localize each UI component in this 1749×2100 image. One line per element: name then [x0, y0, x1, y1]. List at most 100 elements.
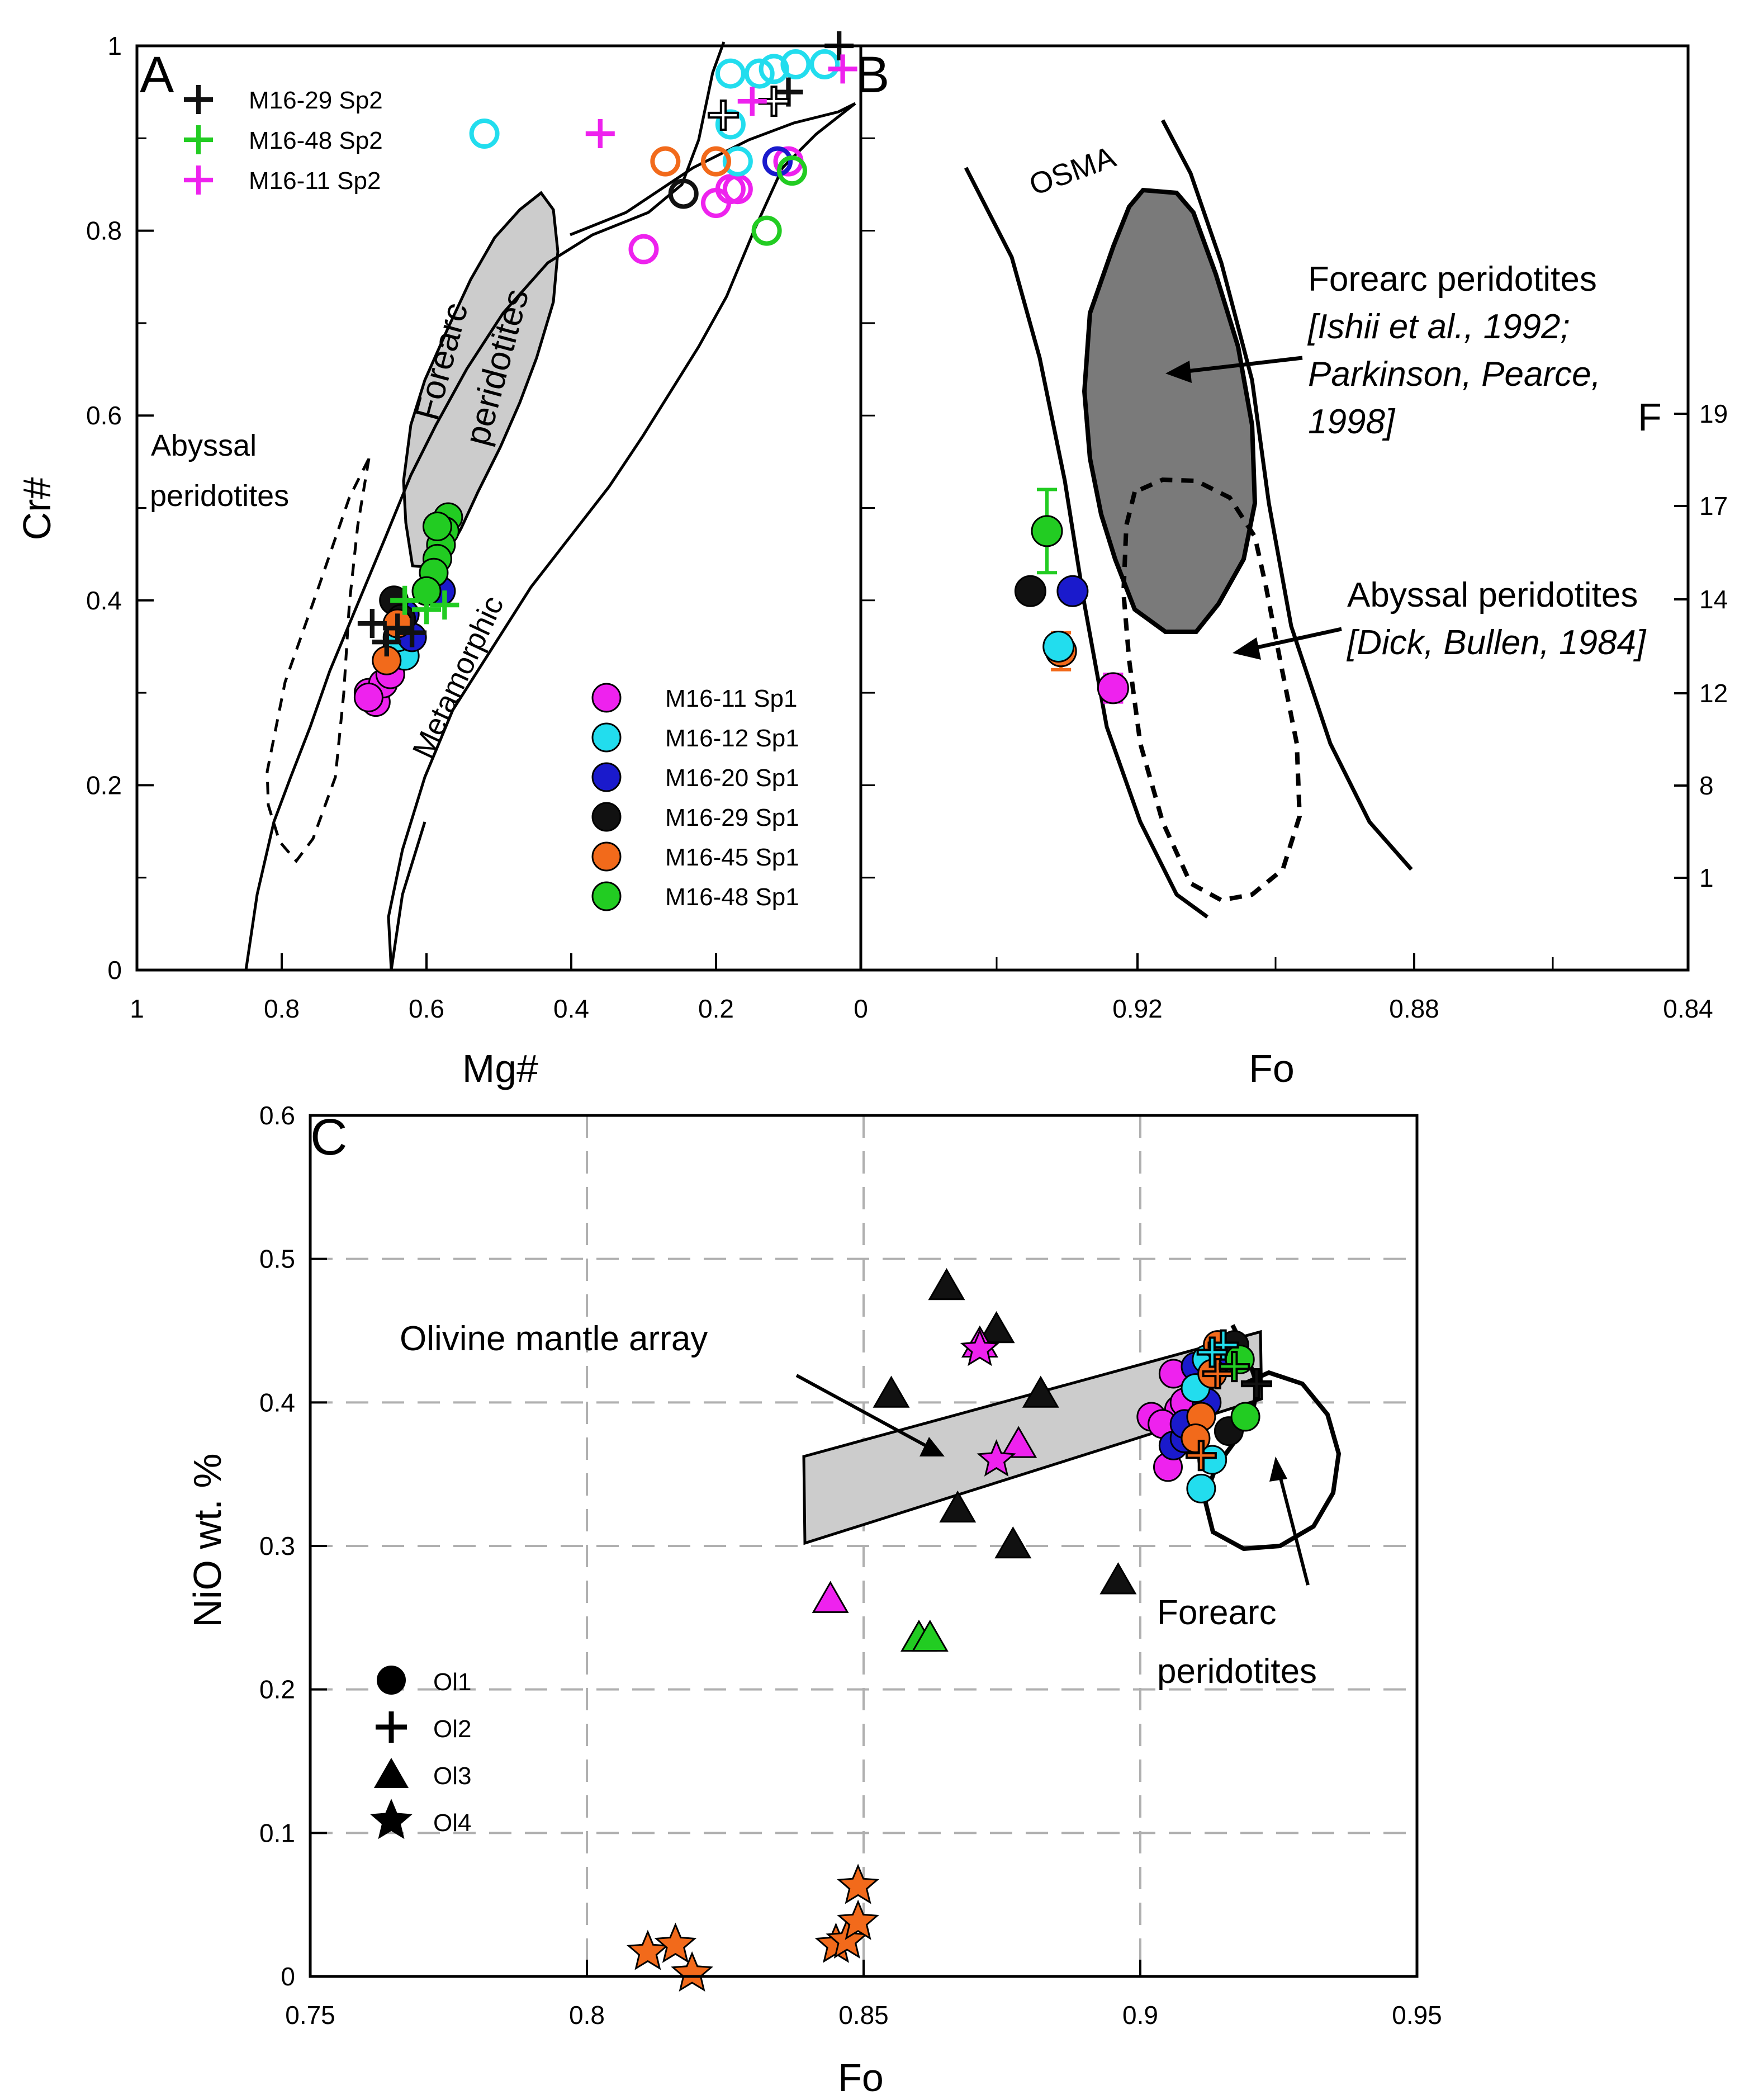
- panel-b-abyssal-annotation-1: Abyssal peridotites: [1347, 576, 1638, 614]
- panel-c-x-tick-label: 0.9: [1122, 2000, 1158, 2030]
- panel-a-legend-sp2-marker: [184, 125, 213, 154]
- panel-a-field-boundary-right: [387, 102, 856, 971]
- panel-a-sp1-open-point: [809, 49, 840, 80]
- panel-a-x-tick-label: 0: [854, 994, 868, 1023]
- panel-a-forearc-field: [402, 191, 560, 569]
- panel-c-legend-marker: [373, 1757, 409, 1788]
- panel-b-forearc-annotation-3: Parkinson, Pearce,: [1308, 355, 1601, 394]
- panel-c-y-axis-label: NiO wt. %: [186, 1453, 229, 1627]
- panel-a: 1 0.8 0.6 0.4 0.2 000.20.40.60.81 Forearc per…: [15, 31, 868, 1090]
- panel-b-right-tick-label: 1: [1699, 863, 1714, 892]
- panel-b-abyssal-arrow: [1252, 627, 1342, 651]
- panel-c: 0.75 0.8 0.85 0.9 0.95 0 0.1 0.2 0.3 0.4 0.5 0.6 Ol…: [186, 1101, 1442, 2099]
- panel-c-forearc-annotation-2: peridotites: [1157, 1652, 1317, 1691]
- panel-c-ol1-point: [1186, 1473, 1216, 1503]
- panel-b-forearc-arrowhead: [1165, 361, 1192, 383]
- panel-c-ol3-point: [873, 1375, 910, 1408]
- panel-b-forearc-annotation-1: Forearc peridotites: [1308, 260, 1597, 299]
- panel-c-array-arrow: [795, 1374, 926, 1447]
- panel-c-ol2-point: [1202, 1358, 1234, 1389]
- panel-c-forearc-arrowhead: [1269, 1456, 1287, 1482]
- panel-a-y-tick-label: 0.4: [86, 586, 122, 615]
- panel-a-sp2-cross: [430, 590, 459, 620]
- panel-b-forearc-annotation-4: 1998]: [1308, 403, 1396, 441]
- panel-a-sp1-open-point: [701, 146, 731, 177]
- panel-a-sp1-open-point: [668, 178, 699, 209]
- panel-b-point: [1042, 630, 1075, 663]
- panel-a-y-tick-label: 0.8: [86, 216, 122, 245]
- panel-a-legend-sp1-label: M16-20 Sp1: [665, 764, 799, 792]
- panel-c-ol2-point: [1240, 1368, 1272, 1399]
- panel-c-ol1-point: [1181, 1423, 1211, 1453]
- panel-a-sp1-open-point: [628, 234, 659, 264]
- panel-c-label: C: [310, 1109, 347, 1166]
- panel-a-sp1-open-point: [744, 58, 775, 89]
- panel-c-legend-marker: [376, 1711, 407, 1743]
- panel-c-ol3-point: [994, 1526, 1032, 1559]
- panel-c-ol4-point: [837, 1863, 880, 1904]
- panel-a-points: [353, 31, 857, 717]
- panel-b-x-tick-label: 0.88: [1389, 994, 1439, 1023]
- panel-a-metamorphic-boundary: [390, 821, 426, 971]
- panel-c-legend-label: Ol3: [433, 1762, 471, 1790]
- panel-a-sp2-cross: [707, 99, 739, 131]
- panel-b: 0.92 0.88 0.84 1 8 12 14 17 19 OSMA Forearc peri…: [855, 44, 1728, 1090]
- panel-a-x-tick-label: 0.8: [264, 994, 300, 1023]
- panel-c-ol4-point: [626, 1929, 669, 1970]
- panel-a-sp2-cross: [774, 77, 803, 107]
- panel-a-label: A: [140, 46, 174, 103]
- panel-a-x-tick-label: 0.2: [698, 994, 734, 1023]
- panel-a-legend-sp2: M16-29 Sp2 M16-48 Sp2 M16-11 Sp2: [184, 85, 383, 195]
- panel-a-sp2-cross: [412, 595, 442, 625]
- panel-a-legend-sp2-label: M16-48 Sp2: [249, 127, 383, 154]
- panel-a-y-tick-label: 0: [107, 956, 122, 985]
- panel-c-axes: 0.75 0.8 0.85 0.9 0.95 0 0.1 0.2 0.3 0.4 0.5 0.6: [259, 1101, 1442, 2030]
- panel-a-legend-sp1-label: M16-12 Sp1: [665, 725, 799, 752]
- panel-c-forearc-arrow: [1278, 1475, 1310, 1586]
- panel-c-forearc-annotation-1: Forearc: [1157, 1593, 1277, 1632]
- panel-a-sp2-cross: [390, 585, 420, 615]
- panel-a-legend-sp2-marker: [184, 85, 213, 114]
- panel-a-legend-sp1-label: M16-45 Sp1: [665, 844, 799, 871]
- panel-a-sp2-cross: [383, 613, 413, 643]
- panel-a-sp1-open-point: [469, 119, 500, 149]
- panel-a-field-boundary-left: [244, 41, 726, 971]
- panel-b-right-tick-label: 12: [1699, 679, 1728, 708]
- panel-a-legend-sp1-marker: [591, 841, 622, 872]
- panel-b-frame: [859, 44, 1690, 972]
- panel-b-osma-right: [1160, 119, 1413, 871]
- panel-c-y-tick-label: 0.3: [259, 1531, 295, 1560]
- panel-a-legend-sp1-marker: [591, 722, 622, 753]
- panel-a-legend-sp2-label: M16-11 Sp2: [249, 167, 381, 195]
- panel-a-sp2-cross: [737, 87, 767, 116]
- panel-c-x-tick-label: 0.75: [285, 2000, 335, 2030]
- panel-b-forearc-annotation-2: [Ishii et al., 1992;: [1307, 308, 1570, 346]
- panel-a-x-tick-label: 0.6: [409, 994, 444, 1023]
- panel-a-legend-sp1-label: M16-48 Sp1: [665, 883, 799, 911]
- panel-c-y-tick-label: 0.2: [259, 1675, 295, 1704]
- panel-a-y-axis-label: Cr#: [15, 477, 59, 541]
- panel-a-legend-sp1-marker: [591, 881, 622, 911]
- panel-a-sp1-open-point: [776, 155, 807, 186]
- panel-c-ol2-point: [1219, 1351, 1250, 1383]
- panel-c-olivine-mantle-array: [802, 1330, 1263, 1545]
- panel-a-legend-sp2-label: M16-29 Sp2: [249, 87, 383, 114]
- panel-a-y-tick-label: 0.6: [86, 401, 122, 430]
- panel-b-forearc-field: [1082, 187, 1258, 634]
- panel-c-ol3-point: [1000, 1426, 1037, 1458]
- panel-c-ol3-point: [812, 1581, 849, 1613]
- panel-a-y-tick-label: 1: [107, 31, 122, 60]
- panel-c-ol4-point: [671, 1951, 714, 1992]
- panel-b-point: [1014, 575, 1046, 607]
- panel-a-sp1-open-point: [650, 146, 681, 177]
- panel-b-right-tick-label: 8: [1699, 771, 1714, 800]
- panel-a-sp1-open-point: [780, 49, 811, 80]
- panel-b-point: [1031, 515, 1063, 547]
- panel-c-x-tick-label: 0.8: [569, 2000, 605, 2030]
- panel-a-sp2-cross: [357, 609, 387, 638]
- panel-b-osma-label: OSMA: [1025, 140, 1120, 202]
- panel-a-legend-sp1-marker: [591, 762, 622, 792]
- panel-c-points: [626, 1267, 1272, 1992]
- panel-b-right-tick-label: 17: [1699, 491, 1728, 521]
